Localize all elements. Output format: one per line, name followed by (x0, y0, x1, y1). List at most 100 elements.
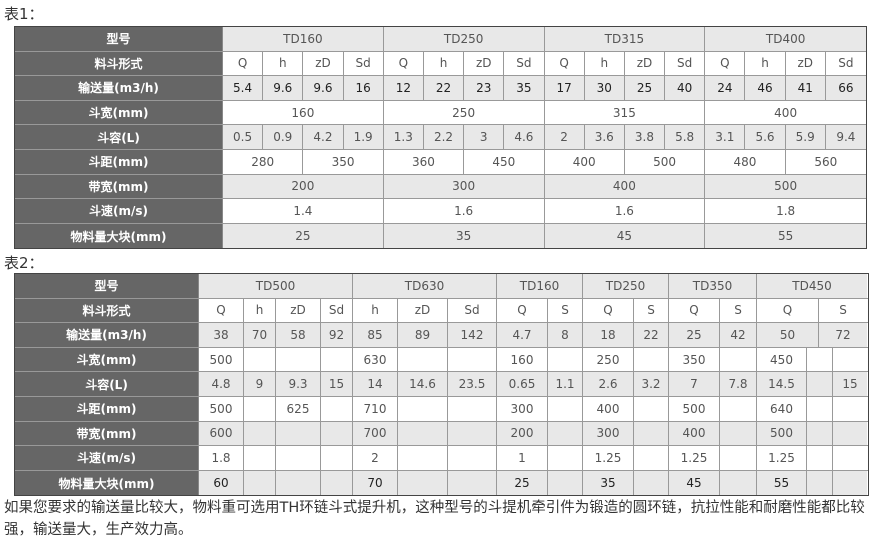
table-cell: Sd (344, 51, 384, 76)
table-cell: 45 (669, 470, 720, 496)
table-cell: 42 (720, 323, 757, 347)
table-cell (634, 446, 669, 470)
row-label: 斗距(mm) (15, 396, 199, 421)
table-cell: 160 (497, 347, 548, 372)
table-cell: 5.4 (223, 76, 264, 100)
table-cell: TD160 (223, 27, 384, 51)
table-cell (833, 421, 867, 446)
table-cell: 14 (353, 372, 398, 396)
table-cell: Q (705, 51, 746, 76)
table-cell: 9.3 (276, 372, 321, 396)
table-cell: 0.5 (223, 125, 264, 149)
table-cell: 4.8 (199, 372, 244, 396)
row-label: 物料量大块(mm) (15, 470, 199, 496)
table-cell: 9.4 (825, 125, 866, 149)
table-cell: S (720, 298, 757, 323)
table-cell: 8 (548, 323, 583, 347)
row-label: 物料量大块(mm) (15, 223, 223, 249)
table-cell: 23 (464, 76, 505, 100)
table-cell: 200 (223, 174, 384, 199)
table-cell: TD630 (353, 274, 497, 298)
row-label: 型号 (15, 27, 223, 51)
table-cell: 46 (745, 76, 786, 100)
table-cell: 1.4 (223, 199, 384, 223)
table-cell: 600 (199, 421, 244, 446)
table-cell: 17 (544, 76, 585, 100)
table-cell (720, 446, 757, 470)
table-cell: 89 (398, 323, 448, 347)
table-cell: 350 (669, 347, 720, 372)
table-row: 斗距(mm) 280 350 360 450 400 500 480 560 (15, 149, 866, 175)
table-cell: 3.6 (584, 125, 625, 149)
table-cell: zD (464, 51, 505, 76)
table-row: 斗距(mm) 500 625 710 300 400 500 640 (15, 396, 868, 422)
table-cell: 1.6 (384, 199, 545, 223)
table-cell (398, 347, 448, 372)
table-cell (276, 446, 321, 470)
table-cell: Q (545, 51, 585, 76)
table-cell: 1.8 (199, 446, 244, 470)
table-cell: 300 (497, 396, 548, 421)
table-cell (548, 470, 583, 496)
table-cell: Sd (838, 56, 854, 71)
row-label: 斗速(m/s) (15, 199, 223, 223)
table-cell (321, 446, 353, 470)
table-cell: 38 (199, 323, 244, 347)
table-cell (833, 397, 867, 421)
table-cell: 640 (757, 396, 807, 421)
table-cell: 250 (384, 100, 545, 125)
table-cell: 500 (199, 396, 244, 421)
table-cell: 4.6 (504, 125, 545, 149)
table-cell: h (585, 51, 625, 76)
table-cell: TD450 (757, 274, 867, 298)
table-cell: 30 (584, 76, 625, 100)
table-cell (720, 347, 757, 372)
table-cell: 400 (774, 105, 798, 120)
table-cell (276, 347, 321, 372)
row-label: 输送量(m3/h) (15, 76, 223, 100)
table-cell (448, 396, 497, 421)
table-cell: 58 (276, 323, 321, 347)
table-cell: 50 (757, 323, 819, 347)
table-cell (244, 421, 276, 446)
table-row: 斗宽(mm) 160 250 315 400 (15, 100, 866, 126)
table-cell: 85 (353, 323, 398, 347)
table-cell (321, 396, 353, 421)
table-cell: h (424, 51, 465, 76)
table-cell: 23.5 (448, 372, 497, 396)
table-cell: 1.9 (343, 125, 384, 149)
table-cell: 5.6 (745, 125, 786, 149)
table-cell (321, 470, 353, 496)
table-cell: Sd (321, 298, 353, 323)
table-cell: 480 (705, 149, 786, 174)
row-label: 料斗形式 (15, 51, 223, 76)
table-row: 斗宽(mm) 500 630 160 250 350 450 (15, 347, 868, 373)
table-cell: 24 (705, 76, 746, 100)
table-cell (720, 396, 757, 421)
table-cell: 9 (244, 372, 276, 396)
table-cell (276, 421, 321, 446)
table-cell: 300 (383, 174, 545, 199)
table-cell (448, 421, 497, 446)
table-cell (634, 396, 669, 421)
table-cell: h (353, 298, 398, 323)
table-cell: 70 (353, 470, 398, 496)
table-cell: 5.9 (785, 125, 826, 149)
table-cell (807, 470, 833, 496)
table-cell: 2 (544, 125, 585, 149)
table-cell: 55 (705, 223, 866, 249)
table-cell: 72 (819, 323, 867, 347)
table-cell: 15 (321, 372, 353, 396)
table-row: 斗容(L) 0.5 0.9 4.2 1.9 1.3 2.2 3 4.6 2 3.6 3.8 5.8 3.1… (15, 125, 866, 150)
table-cell: 500 (669, 396, 720, 421)
table-cell (634, 347, 669, 372)
table-cell: 60 (199, 470, 244, 496)
table-cell (321, 421, 353, 446)
table-cell: Q (199, 298, 244, 323)
table-cell: 7 (669, 372, 720, 396)
table-cell: 25 (497, 470, 548, 496)
table-cell: 1.6 (545, 199, 706, 223)
table-row: 输送量(m3/h) 38 70 58 92 85 89 142 4.7 8 18 22 25 42 50 72 (15, 323, 868, 348)
row-label: 带宽(mm) (15, 421, 199, 446)
table-cell: TD400 (705, 27, 866, 51)
